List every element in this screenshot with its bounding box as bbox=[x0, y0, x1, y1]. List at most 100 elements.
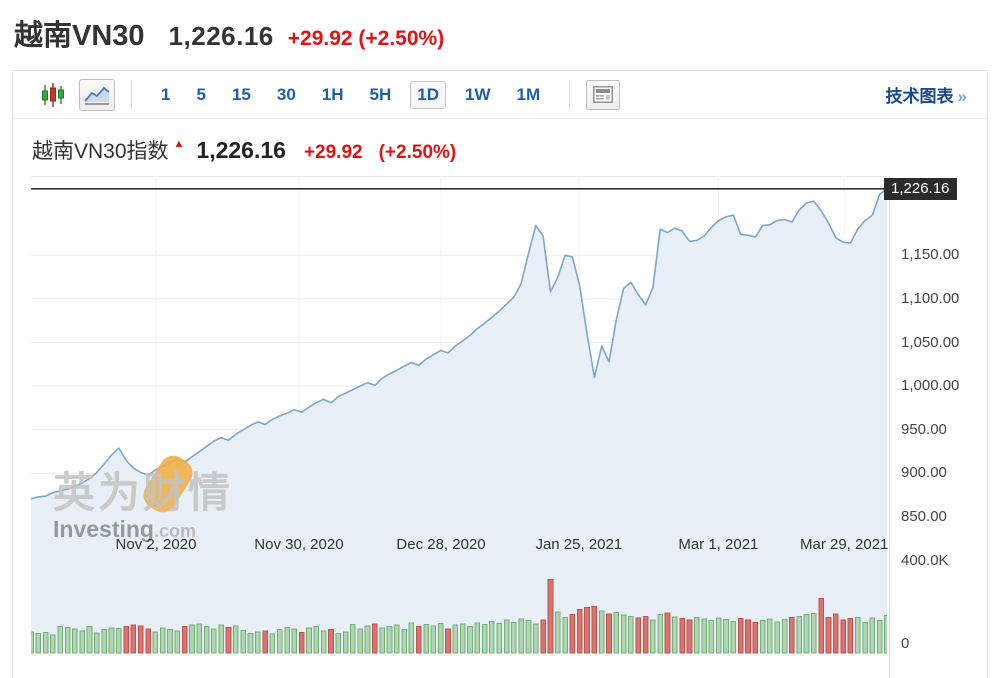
volume-bar bbox=[759, 620, 766, 654]
volume-bar bbox=[174, 630, 181, 654]
volume-bar bbox=[277, 629, 283, 654]
timeframe-button-5h[interactable]: 5H bbox=[369, 84, 392, 104]
volume-bar bbox=[745, 619, 751, 654]
volume-bar bbox=[284, 626, 290, 654]
volume-bar bbox=[262, 630, 268, 654]
technical-chart-link[interactable]: 技术图表» bbox=[886, 82, 967, 107]
volume-bar bbox=[145, 628, 151, 654]
volume-bar bbox=[306, 627, 312, 654]
volume-bar bbox=[869, 617, 876, 654]
y-axis-label: 1,050.00 bbox=[901, 333, 960, 351]
volume-bar bbox=[86, 626, 93, 654]
timeframe-button-15[interactable]: 15 bbox=[231, 84, 251, 104]
volume-bar bbox=[152, 631, 159, 654]
chart-change: +29.92 bbox=[303, 142, 363, 163]
timeframe-button-5[interactable]: 5 bbox=[196, 84, 206, 104]
volume-bar bbox=[386, 626, 393, 654]
volume-bar bbox=[708, 620, 715, 654]
toolbar-separator bbox=[569, 79, 571, 110]
volume-bar bbox=[335, 632, 342, 654]
volume-bar bbox=[723, 619, 729, 654]
volume-bar bbox=[664, 612, 671, 654]
y-axis-label: 1,100.00 bbox=[901, 289, 960, 307]
volume-bar bbox=[196, 623, 203, 654]
timeframe-button-1w[interactable]: 1W bbox=[464, 84, 491, 104]
volume-bar bbox=[774, 621, 781, 654]
volume-bar bbox=[715, 617, 722, 654]
volume-bar bbox=[116, 628, 122, 654]
volume-bar bbox=[437, 623, 444, 654]
page-header: 越南VN30 1,226.16 +29.92 (+2.50%) bbox=[14, 12, 444, 54]
volume-bar bbox=[862, 621, 868, 654]
volume-bar bbox=[247, 632, 254, 654]
volume-bar bbox=[298, 632, 305, 654]
news-panel-button[interactable] bbox=[586, 79, 621, 110]
volume-bar bbox=[364, 625, 371, 654]
candlestick-chart-button[interactable] bbox=[35, 79, 71, 111]
y-axis-label: 900.00 bbox=[901, 464, 947, 482]
x-axis-label: Jan 25, 2021 bbox=[535, 536, 623, 553]
volume-bar bbox=[130, 624, 137, 654]
volume-bar bbox=[635, 617, 642, 654]
chart-region: 英为财情 Investing.com Nov 2, 2020 Nov 30, 20… bbox=[13, 176, 987, 678]
volume-bar bbox=[189, 624, 195, 654]
volume-bar bbox=[445, 628, 451, 654]
y-axis-label: 1,150.00 bbox=[901, 246, 960, 264]
volume-bar bbox=[562, 616, 568, 654]
up-arrow-icon: ▲ bbox=[173, 138, 185, 150]
volume-bar bbox=[423, 624, 429, 654]
timeframe-button-1h[interactable]: 1H bbox=[321, 84, 344, 104]
volume-bar bbox=[211, 628, 217, 654]
volume-bar bbox=[511, 621, 517, 654]
y-axis-label: 1,000.00 bbox=[901, 377, 960, 395]
candlestick-chart-icon bbox=[42, 82, 64, 107]
volume-bar bbox=[79, 630, 86, 654]
volume-bar bbox=[569, 614, 576, 654]
timeframe-button-1m[interactable]: 1M bbox=[516, 84, 541, 104]
volume-bar bbox=[320, 630, 327, 654]
volume-bar bbox=[416, 626, 422, 654]
volume-axis-zero-label: 0 bbox=[901, 635, 910, 652]
volume-axis-max-label: 400.0K bbox=[901, 552, 949, 569]
price-volume-chart[interactable] bbox=[31, 176, 887, 654]
volume-bar bbox=[628, 615, 634, 654]
volume-bar bbox=[459, 623, 466, 654]
volume-bar bbox=[474, 622, 481, 654]
volume-bar bbox=[350, 624, 356, 654]
volume-bar bbox=[313, 626, 320, 654]
volume-bar bbox=[884, 615, 887, 654]
volume-bar bbox=[876, 620, 883, 654]
chart-title-row: 越南VN30指数 ▲ 1,226.16 +29.92 (+2.50%) bbox=[13, 119, 987, 176]
y-axis-label: 850.00 bbox=[901, 508, 947, 525]
volume-bar bbox=[159, 627, 166, 654]
volume-bar bbox=[518, 618, 524, 654]
timeframe-button-1d[interactable]: 1D bbox=[410, 80, 446, 109]
volume-bar bbox=[203, 626, 210, 654]
volume-bar bbox=[342, 631, 349, 654]
x-axis-label: Mar 29, 2021 bbox=[799, 536, 889, 553]
timeframe-group: 1 5 15 30 1H 5H 1D 1W 1M bbox=[148, 80, 553, 109]
volume-bar bbox=[481, 624, 488, 654]
volume-bar bbox=[328, 629, 334, 654]
news-panel-icon bbox=[593, 86, 614, 103]
volume-bar bbox=[803, 614, 810, 654]
price-axis: 1,226.16 1,150.00 1,100.00 1,050.00 1,000.0… bbox=[884, 176, 987, 678]
timeframe-button-30[interactable]: 30 bbox=[276, 84, 296, 104]
line-chart-button[interactable] bbox=[79, 78, 115, 111]
volume-bar bbox=[613, 612, 620, 654]
volume-bar bbox=[408, 622, 415, 654]
volume-bar bbox=[137, 625, 144, 654]
volume-bar bbox=[357, 628, 363, 654]
volume-bar bbox=[225, 626, 232, 654]
chart-change-pct: (+2.50%) bbox=[378, 142, 457, 163]
volume-bar bbox=[233, 625, 239, 654]
volume-bar bbox=[533, 623, 539, 654]
volume-bar bbox=[555, 611, 561, 654]
volume-bar bbox=[64, 626, 71, 654]
volume-bar bbox=[50, 634, 56, 654]
technical-chart-label: 技术图表 bbox=[885, 87, 954, 106]
timeframe-button-1[interactable]: 1 bbox=[161, 84, 171, 104]
volume-bar bbox=[452, 624, 459, 654]
volume-bar bbox=[840, 619, 846, 654]
